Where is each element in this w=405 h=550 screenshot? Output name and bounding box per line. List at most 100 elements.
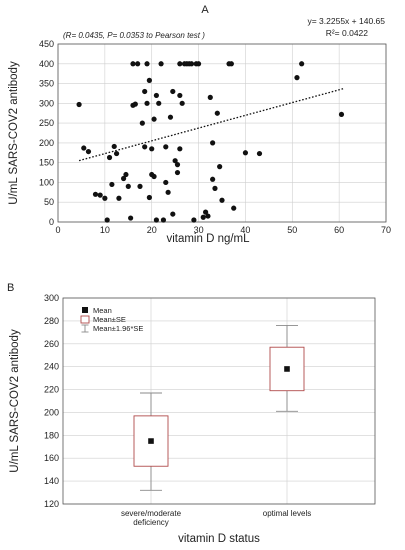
data-point — [163, 144, 169, 150]
data-point — [151, 173, 157, 180]
data-point — [294, 75, 300, 81]
data-point — [85, 148, 92, 155]
data-point — [132, 101, 138, 107]
x-tick-label: 40 — [240, 225, 250, 235]
data-point — [113, 150, 120, 157]
data-point — [210, 140, 216, 146]
y-tick-label: 140 — [44, 476, 59, 486]
data-point — [177, 61, 183, 67]
data-point — [149, 146, 155, 152]
mean-marker — [148, 438, 154, 444]
panel-a-x-label: vitamin D ng/mL — [166, 233, 250, 245]
data-point — [104, 217, 110, 223]
data-point — [142, 88, 148, 95]
data-point — [151, 116, 157, 122]
data-point — [165, 189, 171, 195]
data-point — [123, 171, 129, 178]
box-group — [269, 325, 305, 412]
trend-line — [78, 87, 344, 162]
data-point — [116, 195, 122, 201]
y-tick-label: 50 — [44, 197, 54, 207]
data-point — [170, 88, 176, 95]
panel-b-letter: B — [7, 282, 14, 294]
data-point — [111, 143, 117, 150]
data-point — [242, 150, 249, 156]
y-tick-label: 250 — [39, 118, 54, 128]
data-point — [158, 61, 164, 67]
panel-a-grid — [57, 43, 387, 223]
y-tick-label: 200 — [44, 407, 59, 417]
data-point — [109, 181, 115, 188]
data-point — [205, 213, 211, 219]
y-tick-label: 0 — [49, 217, 54, 227]
data-point — [81, 145, 87, 151]
data-point — [188, 61, 195, 67]
data-point — [160, 217, 167, 223]
x-tick-label: 0 — [55, 225, 60, 235]
data-point — [200, 214, 206, 220]
data-point — [174, 169, 181, 176]
panel-a-letter: A — [201, 4, 209, 16]
data-point — [203, 209, 209, 215]
panel-b-x-label: vitamin D status — [178, 533, 260, 545]
legend-mean-marker — [82, 307, 88, 313]
x-tick-label: 10 — [100, 225, 110, 235]
data-point — [219, 197, 225, 203]
category-label: severe/moderate — [121, 509, 182, 518]
data-point — [137, 183, 143, 189]
x-tick-label: 70 — [381, 225, 391, 235]
data-point — [167, 114, 174, 120]
data-point — [102, 195, 108, 201]
x-tick-label: 60 — [334, 225, 344, 235]
data-point — [92, 191, 99, 197]
panel-b: B 120 140 160 180 200 220 240 260 280 300 severe/… — [7, 282, 376, 545]
data-point — [142, 144, 148, 150]
y-tick-label: 240 — [44, 362, 59, 372]
x-tick-label: 30 — [194, 225, 204, 235]
data-point — [217, 164, 223, 170]
data-point — [338, 111, 345, 118]
category-label: optimal levels — [263, 509, 311, 518]
panel-a-x-ticks: 0 10 20 30 40 50 60 70 — [55, 225, 391, 235]
data-point — [174, 162, 181, 168]
legend-mean-label: Mean — [93, 306, 112, 315]
data-point — [135, 61, 141, 67]
panel-b-y-label: U/mL SARS-COV2 antibody — [9, 329, 21, 473]
trend-r2: R²= 0.0422 — [326, 28, 369, 38]
legend-se-box — [80, 315, 90, 324]
trend-equation: y= 3.2255x + 140.65 — [307, 16, 385, 26]
panel-a-plot-frame — [57, 43, 387, 223]
y-tick-label: 160 — [44, 453, 59, 463]
data-point — [177, 92, 183, 99]
legend-ci-label: Mean±1.96*SE — [93, 324, 143, 333]
y-tick-label: 260 — [44, 339, 59, 349]
data-point — [191, 217, 197, 223]
data-point — [231, 205, 237, 211]
data-point — [177, 146, 183, 152]
legend-se-label: Mean±SE — [93, 315, 126, 324]
y-tick-label: 150 — [39, 158, 54, 168]
data-point — [125, 183, 131, 189]
data-point — [256, 150, 263, 157]
panel-b-y-ticks: 120 140 160 180 200 220 240 260 280 300 — [44, 293, 59, 509]
data-point — [172, 158, 178, 164]
mean-marker — [284, 366, 290, 372]
y-tick-label: 350 — [39, 79, 54, 89]
pearson-annotation: (R= 0.0435, P= 0.0353 to Pearson test ) — [63, 31, 205, 40]
panel-a: A 0 50 100 150 200 250 300 350 400 450 0 10 20 30 40 5… — [8, 4, 391, 245]
y-tick-label: 120 — [44, 499, 59, 509]
y-tick-label: 180 — [44, 430, 59, 440]
y-tick-label: 300 — [44, 293, 59, 303]
data-point — [163, 179, 169, 186]
panel-b-boxes — [133, 325, 305, 491]
data-point — [146, 194, 152, 201]
data-point — [144, 61, 150, 67]
data-point — [156, 100, 162, 106]
y-tick-label: 300 — [39, 98, 54, 108]
data-point — [106, 154, 113, 161]
y-tick-label: 280 — [44, 316, 59, 326]
data-point — [210, 176, 216, 182]
data-point — [128, 215, 134, 221]
data-point — [179, 100, 185, 106]
